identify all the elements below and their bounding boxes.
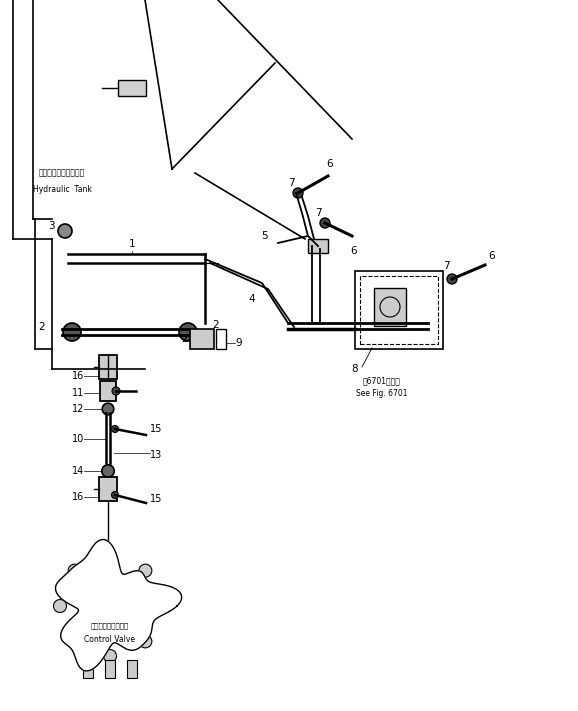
- Text: 4: 4: [248, 294, 255, 304]
- Circle shape: [447, 274, 457, 284]
- Text: 3: 3: [49, 221, 55, 231]
- Text: 6: 6: [351, 246, 357, 256]
- Circle shape: [102, 403, 114, 415]
- Circle shape: [179, 323, 197, 341]
- Text: 16: 16: [72, 371, 84, 381]
- Circle shape: [293, 188, 303, 198]
- Text: 13: 13: [150, 450, 162, 460]
- Text: 囶6701図参照: 囶6701図参照: [363, 377, 401, 385]
- Bar: [105, 660, 115, 678]
- Text: 11: 11: [72, 388, 84, 398]
- Circle shape: [112, 387, 120, 395]
- Text: 15: 15: [150, 494, 162, 504]
- Circle shape: [112, 491, 118, 498]
- Text: ハイドロリックタンク: ハイドロリックタンク: [39, 169, 85, 178]
- Bar: [355, 271, 443, 349]
- Text: 12: 12: [72, 404, 84, 414]
- Text: 2: 2: [38, 322, 45, 332]
- Bar: [99, 477, 117, 501]
- Circle shape: [54, 599, 66, 612]
- Text: 9: 9: [235, 338, 242, 348]
- Text: 1: 1: [129, 239, 135, 249]
- Bar: [360, 276, 438, 344]
- Text: 8: 8: [351, 364, 358, 374]
- Circle shape: [68, 564, 81, 577]
- Circle shape: [154, 599, 166, 612]
- Bar: [83, 660, 93, 678]
- Bar: [308, 239, 328, 253]
- Text: 7: 7: [288, 178, 295, 188]
- Bar: [374, 288, 406, 326]
- Text: 6: 6: [488, 251, 495, 261]
- Text: 2: 2: [181, 334, 188, 344]
- Text: Hydraulic  Tank: Hydraulic Tank: [32, 184, 91, 193]
- Bar: [99, 355, 117, 379]
- Text: Control Valve: Control Valve: [84, 636, 135, 644]
- Text: See Fig. 6701: See Fig. 6701: [356, 388, 407, 397]
- Circle shape: [103, 550, 117, 562]
- Text: 16: 16: [72, 492, 84, 502]
- Text: 2: 2: [212, 320, 218, 330]
- Text: 6: 6: [327, 159, 334, 169]
- Text: 10: 10: [72, 434, 84, 444]
- Circle shape: [102, 465, 114, 477]
- Text: 14: 14: [72, 466, 84, 476]
- Text: 7: 7: [443, 261, 450, 271]
- Circle shape: [139, 635, 152, 648]
- Bar: [100, 381, 116, 401]
- Text: 5: 5: [261, 231, 268, 241]
- Circle shape: [68, 635, 81, 648]
- Bar: [190, 329, 214, 349]
- Text: 15: 15: [150, 424, 162, 434]
- Bar: [216, 329, 226, 349]
- Bar: [127, 660, 137, 678]
- Circle shape: [103, 650, 117, 663]
- Bar: [118, 80, 146, 96]
- Text: コントロールバルブ: コントロールバルブ: [91, 623, 129, 629]
- Circle shape: [58, 224, 72, 238]
- Circle shape: [320, 218, 330, 228]
- Circle shape: [112, 425, 118, 432]
- Circle shape: [139, 564, 152, 577]
- Circle shape: [63, 323, 81, 341]
- Polygon shape: [55, 540, 181, 671]
- Text: 7: 7: [316, 208, 322, 218]
